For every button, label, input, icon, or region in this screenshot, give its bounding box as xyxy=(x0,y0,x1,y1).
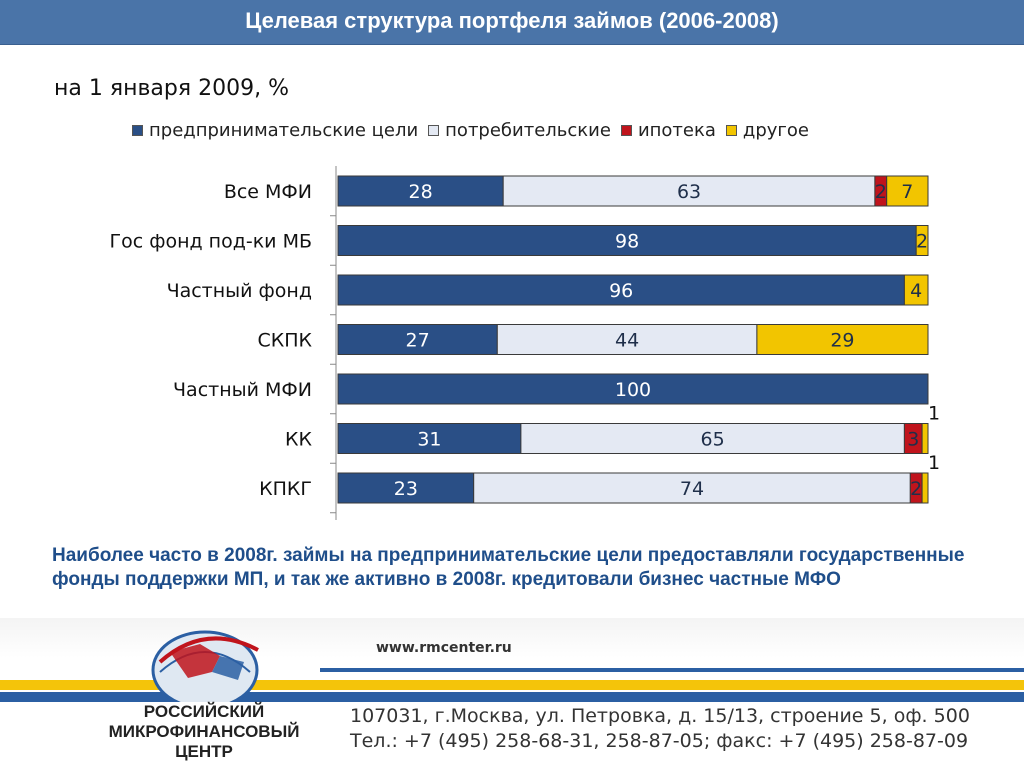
data-label: 63 xyxy=(677,181,701,203)
bar-segment xyxy=(337,472,475,504)
data-label: 3 xyxy=(907,429,919,451)
legend-label: другое xyxy=(742,120,809,141)
bar-segment xyxy=(337,423,522,454)
data-label: 2 xyxy=(875,181,887,203)
org-line2: МИКРОФИНАНСОВЫЙ xyxy=(108,722,300,741)
footer: www.rmcenter.ru РОССИЙСКИЙ МИКРОФИНАНСОВ… xyxy=(0,618,1024,768)
legend-item-consumer: потребительские xyxy=(428,120,611,141)
data-label: 1 xyxy=(928,452,940,474)
data-label: 4 xyxy=(910,280,922,302)
data-label: 28 xyxy=(409,181,433,203)
footer-stripe-blue-2 xyxy=(0,692,1024,702)
data-label: 31 xyxy=(417,429,441,451)
legend-item-mortgage: ипотека xyxy=(620,120,716,141)
org-line1: РОССИЙСКИЙ xyxy=(143,702,265,721)
data-label: 2 xyxy=(910,478,922,500)
contact-info: 107031, г.Москва, ул. Петровка, д. 15/13… xyxy=(350,704,970,754)
bar-segment xyxy=(337,225,917,256)
legend-swatch xyxy=(428,125,440,136)
category-label: Частный МФИ xyxy=(173,379,312,401)
website-link[interactable]: www.rmcenter.ru xyxy=(376,640,512,656)
bar-segment xyxy=(337,175,504,207)
bar-segment xyxy=(502,175,876,207)
legend-label: предпринимательские цели xyxy=(149,120,419,141)
chart-subtitle: на 1 января 2009, % xyxy=(54,76,289,101)
footer-stripe-blue xyxy=(320,668,1024,672)
category-label: КК xyxy=(285,429,312,451)
conclusion-note: Наиболее часто в 2008г. займы на предпри… xyxy=(52,545,965,590)
phones: Тел.: +7 (495) 258-68-31, 258-87-05; фак… xyxy=(350,730,969,752)
bar-segment xyxy=(903,274,929,306)
data-label: 27 xyxy=(406,330,430,352)
bar-segment xyxy=(921,472,929,504)
bar-segment xyxy=(337,274,905,306)
data-label: 96 xyxy=(609,280,633,302)
data-label: 2 xyxy=(916,231,928,253)
data-label: 98 xyxy=(615,231,639,253)
legend-swatch xyxy=(620,125,632,136)
footer-stripe-yellow xyxy=(0,680,1024,690)
org-name: РОССИЙСКИЙ МИКРОФИНАНСОВЫЙ ЦЕНТР xyxy=(104,702,304,762)
chart-legend: предпринимательские цели потребительские… xyxy=(132,120,819,141)
address: 107031, г.Москва, ул. Петровка, д. 15/13… xyxy=(350,705,970,727)
legend-label: ипотека xyxy=(637,120,716,141)
category-label: Гос фонд под-ки МБ xyxy=(110,231,313,253)
category-label: Частный фонд xyxy=(167,280,312,302)
data-label: 44 xyxy=(615,330,639,352)
data-label: 65 xyxy=(701,429,725,451)
data-label: 100 xyxy=(615,379,651,401)
title-bar: Целевая структура портфеля займов (2006-… xyxy=(0,0,1024,45)
category-label: СКПК xyxy=(257,330,312,352)
globe-logo-icon xyxy=(151,630,259,702)
bar-segment xyxy=(756,324,929,355)
legend-item-other: другое xyxy=(725,120,809,141)
bar-segment xyxy=(886,175,929,207)
bar-segment xyxy=(473,472,911,504)
legend-label: потребительские xyxy=(445,120,611,141)
legend-swatch xyxy=(725,125,737,136)
page-title: Целевая структура портфеля займов (2006-… xyxy=(245,8,779,33)
data-label: 23 xyxy=(394,478,418,500)
data-label: 29 xyxy=(830,330,854,352)
data-label: 74 xyxy=(680,478,704,500)
category-label: Все МФИ xyxy=(224,181,312,203)
bar-segment xyxy=(337,373,929,405)
org-line3: ЦЕНТР xyxy=(175,742,233,761)
legend-swatch xyxy=(132,125,143,136)
data-label: 7 xyxy=(901,181,913,203)
bar-segment xyxy=(921,423,929,454)
category-label: КПКГ xyxy=(259,478,312,500)
data-label: 1 xyxy=(928,403,940,425)
bar-segment xyxy=(915,225,929,256)
legend-item-business: предпринимательские цели xyxy=(132,120,418,141)
